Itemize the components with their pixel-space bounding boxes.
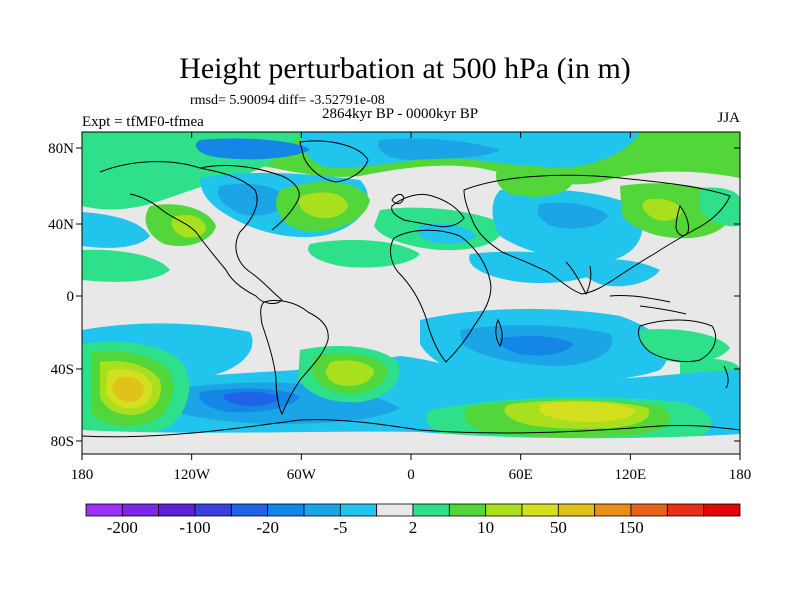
map-title: Height perturbation at 500 hPa (in m) xyxy=(179,52,631,85)
latitude-axis: 80N 40N 0 40S 80S xyxy=(48,141,740,450)
southern-darkest-blue xyxy=(223,391,280,406)
colorbar-tick-label: -100 xyxy=(179,518,210,537)
europe-blue xyxy=(418,223,476,245)
lon-tick-label: 0 xyxy=(407,467,415,483)
colorbar-box xyxy=(303,503,341,517)
arctic-mid-blue xyxy=(378,138,500,160)
lat-tick-label: 0 xyxy=(67,289,75,305)
colorbar-tick-label: 50 xyxy=(550,518,567,537)
period-label: 2864kyr BP - 0000kyr BP xyxy=(322,106,479,122)
longitude-axis: 180 120W 60W 0 60E 120E 180 xyxy=(71,132,752,483)
season-label: JJA xyxy=(717,110,740,126)
coast-europe xyxy=(391,193,465,228)
colorbar-box xyxy=(485,503,523,517)
coast-antarctica xyxy=(82,419,740,438)
lat-tick-label: 80S xyxy=(51,434,74,450)
colorbar-box xyxy=(230,503,269,517)
coast-new-zealand xyxy=(723,365,729,389)
colorbar-box xyxy=(703,503,741,517)
north-pacific-subtropic-green xyxy=(82,249,170,282)
colorbar-box xyxy=(521,503,559,517)
coast-japan xyxy=(675,204,689,236)
greenland-blue xyxy=(195,138,310,160)
asia-mid-blue xyxy=(537,202,608,229)
colorbar-box xyxy=(85,503,123,517)
colorbar-tick-label: -200 xyxy=(107,518,138,537)
coast-north-america xyxy=(99,161,283,304)
colorbar-tick-label: 10 xyxy=(477,518,494,537)
colorbar-tick-label: 2 xyxy=(409,518,418,537)
coast-south-america xyxy=(260,299,329,416)
colorbar-box xyxy=(339,503,378,517)
experiment-label: Expt = tfMF0-tfmea xyxy=(82,114,204,130)
colorbar-labels: -200 -100 -20 -5 2 10 50 150 xyxy=(107,518,644,537)
colorbar-box xyxy=(376,503,414,517)
coast-greenland xyxy=(299,140,369,183)
lat-tick-label: 40N xyxy=(48,217,74,233)
north-pacific-blue xyxy=(82,212,150,248)
colorbar-tick-label: -5 xyxy=(333,518,347,537)
siberia-green xyxy=(495,164,572,197)
south-pacific-high-orange xyxy=(112,376,144,402)
coast-madagascar xyxy=(495,318,503,347)
lon-tick-label: 60E xyxy=(509,467,533,483)
colorbar xyxy=(85,503,741,517)
colorbar-box xyxy=(630,503,668,517)
colorbar-tick-label: -20 xyxy=(256,518,279,537)
east-asia-yellow xyxy=(642,198,682,221)
coastlines xyxy=(82,140,740,438)
colorbar-tick-label: 150 xyxy=(618,518,644,537)
sahara-blue xyxy=(469,251,610,284)
coast-australia xyxy=(637,319,716,363)
south-indian-dark-blue xyxy=(499,336,574,356)
india-blue xyxy=(578,259,660,287)
coast-canada-arctic xyxy=(199,165,300,231)
colorbar-box xyxy=(121,503,160,517)
south-atlantic-high-yellowgreen xyxy=(325,360,374,386)
coast-indonesia xyxy=(609,295,687,315)
colorbar-box xyxy=(594,503,632,517)
colorbar-box xyxy=(267,503,305,517)
rmsd-subtitle: rmsd= 5.90094 diff= -3.52791e-08 xyxy=(190,93,385,108)
lon-tick-label: 180 xyxy=(71,467,94,483)
colorbar-box xyxy=(666,503,705,517)
coast-asia xyxy=(463,174,731,295)
coast-india xyxy=(565,261,592,296)
coast-africa xyxy=(390,229,492,363)
height-field xyxy=(82,132,740,454)
colorbar-box xyxy=(194,503,232,517)
lat-tick-label: 80N xyxy=(48,141,74,157)
lon-tick-label: 120W xyxy=(173,467,211,483)
colorbar-box xyxy=(412,503,450,517)
coast-uk xyxy=(391,193,405,205)
atlantic-yellow xyxy=(298,192,348,219)
antarctic-white xyxy=(82,430,740,454)
north-america-mid-blue xyxy=(217,183,290,216)
lat-tick-label: 40S xyxy=(51,362,74,378)
south-indian-high-yellow xyxy=(540,402,636,422)
lon-tick-label: 120E xyxy=(614,467,646,483)
colorbar-box xyxy=(448,503,487,517)
colorbar-box xyxy=(557,503,596,517)
colorbar-box xyxy=(158,503,196,517)
lon-tick-label: 180 xyxy=(729,467,752,483)
lon-tick-label: 60W xyxy=(287,467,317,483)
